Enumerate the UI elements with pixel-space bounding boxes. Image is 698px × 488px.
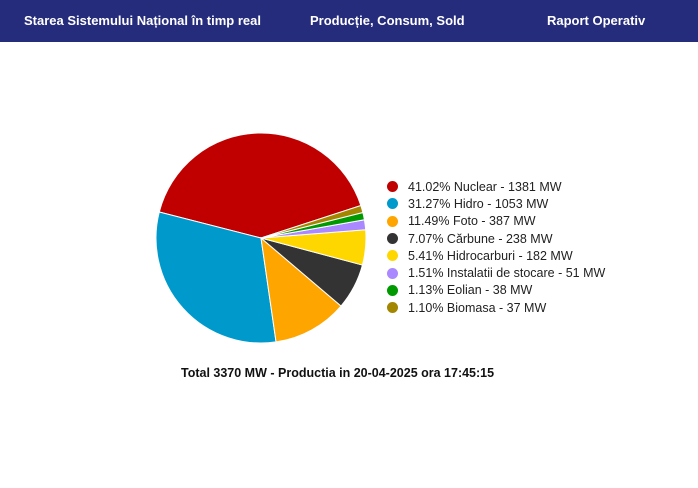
legend-item-4[interactable]: 5.41% Hidrocarburi - 182 MW: [387, 247, 605, 264]
legend-item-2[interactable]: 11.49% Foto - 387 MW: [387, 213, 605, 230]
nav-link-production-consumption[interactable]: Producție, Consum, Sold: [310, 13, 465, 28]
pie-slice-7[interactable]: [260, 204, 364, 239]
legend-marker-icon: [387, 215, 398, 227]
nav-link-operative-report[interactable]: Raport Operativ: [547, 13, 646, 28]
legend-marker-icon: [387, 198, 398, 210]
legend-label: 31.27% Hidro - 1053 MW: [408, 196, 549, 211]
legend-item-5[interactable]: 1.51% Instalatii de stocare - 51 MW: [387, 264, 605, 281]
legend-item-7[interactable]: 1.10% Biomasa - 37 MW: [387, 299, 605, 316]
legend-marker-icon: [387, 267, 398, 279]
legend-marker-icon: [387, 181, 398, 193]
pie-slice-0[interactable]: [158, 132, 362, 239]
legend-label: 5.41% Hidrocarburi - 182 MW: [408, 248, 573, 263]
legend-item-1[interactable]: 31.27% Hidro - 1053 MW: [387, 195, 605, 212]
legend-marker-icon: [387, 250, 398, 262]
legend-marker-icon: [387, 233, 398, 245]
legend-label: 1.51% Instalatii de stocare - 51 MW: [408, 266, 606, 281]
total-production-label: Total 3370 MW - Productia in 20-04-2025 …: [181, 366, 495, 380]
pie-slice-1[interactable]: [155, 211, 277, 344]
legend-item-6[interactable]: 1.13% Eolian - 38 MW: [387, 282, 605, 299]
legend-marker-icon: [387, 302, 398, 314]
legend-label: 1.10% Biomasa - 37 MW: [408, 300, 547, 315]
chart-legend: 41.02% Nuclear - 1381 MW 31.27% Hidro - 1…: [387, 178, 605, 316]
production-pie-chart: [155, 132, 367, 344]
legend-label: 1.13% Eolian - 38 MW: [408, 283, 533, 298]
top-navigation-bar: Starea Sistemului Național în timp real …: [0, 0, 698, 42]
legend-item-3[interactable]: 7.07% Cărbune - 238 MW: [387, 230, 605, 247]
legend-label: 11.49% Foto - 387 MW: [408, 214, 536, 229]
legend-marker-icon: [387, 284, 398, 296]
pie-slice-2[interactable]: [260, 236, 342, 343]
nav-link-realtime-status[interactable]: Starea Sistemului Național în timp real: [24, 13, 261, 28]
legend-label: 41.02% Nuclear - 1381 MW: [408, 179, 562, 194]
legend-item-0[interactable]: 41.02% Nuclear - 1381 MW: [387, 178, 605, 195]
legend-label: 7.07% Cărbune - 238 MW: [408, 231, 553, 246]
